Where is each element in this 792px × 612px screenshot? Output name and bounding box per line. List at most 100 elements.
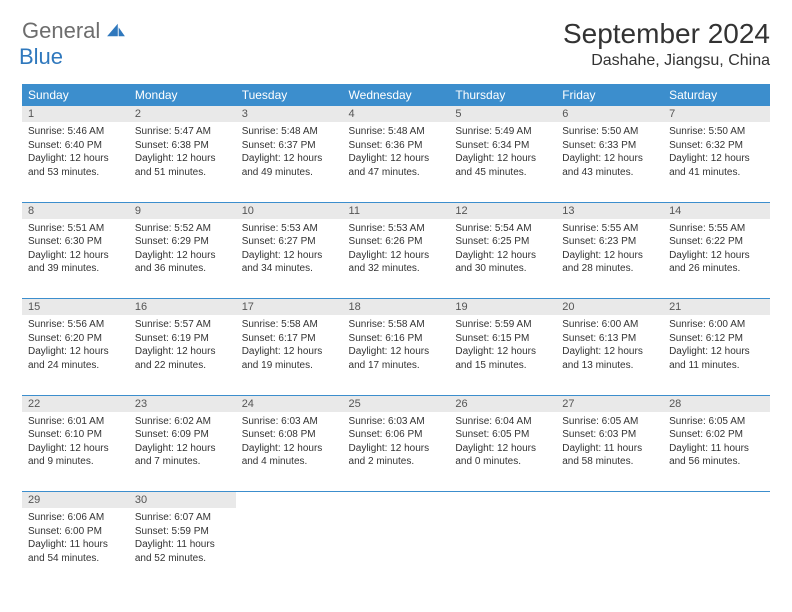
sunrise-text: Sunrise: 5:47 AM: [135, 125, 230, 139]
daylight-text: Daylight: 12 hours: [28, 249, 123, 263]
day-number: [449, 492, 556, 496]
day-cell: Sunrise: 6:00 AMSunset: 6:13 PMDaylight:…: [556, 315, 663, 395]
day-number: 29: [22, 492, 129, 508]
sunset-text: Sunset: 6:32 PM: [669, 139, 764, 153]
day-cell: Sunrise: 6:05 AMSunset: 6:03 PMDaylight:…: [556, 412, 663, 492]
weekday-header: Sunday: [22, 84, 129, 106]
daylight-text: and 56 minutes.: [669, 455, 764, 469]
day-cell: Sunrise: 6:02 AMSunset: 6:09 PMDaylight:…: [129, 412, 236, 492]
day-cell: Sunrise: 5:55 AMSunset: 6:23 PMDaylight:…: [556, 219, 663, 299]
daylight-text: Daylight: 12 hours: [562, 345, 657, 359]
sunset-text: Sunset: 6:26 PM: [349, 235, 444, 249]
day-number: 3: [236, 106, 343, 122]
day-number: 27: [556, 396, 663, 412]
sunset-text: Sunset: 6:16 PM: [349, 332, 444, 346]
week-row: Sunrise: 6:01 AMSunset: 6:10 PMDaylight:…: [22, 412, 770, 492]
day-number: 5: [449, 106, 556, 122]
day-cell: Sunrise: 6:05 AMSunset: 6:02 PMDaylight:…: [663, 412, 770, 492]
daylight-text: and 4 minutes.: [242, 455, 337, 469]
daylight-text: Daylight: 12 hours: [562, 152, 657, 166]
sunrise-text: Sunrise: 5:59 AM: [455, 318, 550, 332]
sunrise-text: Sunrise: 6:05 AM: [562, 415, 657, 429]
sunrise-text: Sunrise: 5:53 AM: [349, 222, 444, 236]
daylight-text: and 41 minutes.: [669, 166, 764, 180]
daylight-text: and 45 minutes.: [455, 166, 550, 180]
week-row: Sunrise: 5:46 AMSunset: 6:40 PMDaylight:…: [22, 122, 770, 202]
daylight-text: Daylight: 12 hours: [28, 442, 123, 456]
sunrise-text: Sunrise: 5:55 AM: [562, 222, 657, 236]
daylight-text: and 22 minutes.: [135, 359, 230, 373]
day-cell: Sunrise: 6:00 AMSunset: 6:12 PMDaylight:…: [663, 315, 770, 395]
day-details: Sunrise: 6:05 AMSunset: 6:03 PMDaylight:…: [556, 412, 663, 475]
sunrise-text: Sunrise: 6:01 AM: [28, 415, 123, 429]
day-cell: [343, 508, 450, 588]
daylight-text: and 36 minutes.: [135, 262, 230, 276]
daylight-text: Daylight: 12 hours: [455, 249, 550, 263]
sunset-text: Sunset: 6:06 PM: [349, 428, 444, 442]
daylight-text: and 26 minutes.: [669, 262, 764, 276]
daylight-text: and 51 minutes.: [135, 166, 230, 180]
day-cell: Sunrise: 5:53 AMSunset: 6:26 PMDaylight:…: [343, 219, 450, 299]
day-details: Sunrise: 6:06 AMSunset: 6:00 PMDaylight:…: [22, 508, 129, 571]
day-cell: Sunrise: 5:59 AMSunset: 6:15 PMDaylight:…: [449, 315, 556, 395]
sunrise-text: Sunrise: 6:05 AM: [669, 415, 764, 429]
day-number: 20: [556, 299, 663, 315]
day-cell: Sunrise: 6:04 AMSunset: 6:05 PMDaylight:…: [449, 412, 556, 492]
day-number: 8: [22, 203, 129, 219]
day-cell: [663, 508, 770, 588]
sunset-text: Sunset: 6:29 PM: [135, 235, 230, 249]
day-number: [663, 492, 770, 496]
daylight-text: Daylight: 12 hours: [242, 442, 337, 456]
day-number: 11: [343, 203, 450, 219]
day-details: Sunrise: 6:07 AMSunset: 5:59 PMDaylight:…: [129, 508, 236, 571]
daylight-text: Daylight: 12 hours: [135, 249, 230, 263]
weekday-header: Wednesday: [343, 84, 450, 106]
day-cell: Sunrise: 6:07 AMSunset: 5:59 PMDaylight:…: [129, 508, 236, 588]
day-details: Sunrise: 5:53 AMSunset: 6:27 PMDaylight:…: [236, 219, 343, 282]
day-number: 22: [22, 396, 129, 412]
day-details: Sunrise: 5:55 AMSunset: 6:22 PMDaylight:…: [663, 219, 770, 282]
week-row: Sunrise: 6:06 AMSunset: 6:00 PMDaylight:…: [22, 508, 770, 588]
day-details: Sunrise: 5:59 AMSunset: 6:15 PMDaylight:…: [449, 315, 556, 378]
sunset-text: Sunset: 6:33 PM: [562, 139, 657, 153]
daylight-text: Daylight: 12 hours: [455, 152, 550, 166]
day-cell: [449, 508, 556, 588]
daylight-text: Daylight: 12 hours: [349, 249, 444, 263]
daylight-text: and 15 minutes.: [455, 359, 550, 373]
sunset-text: Sunset: 6:30 PM: [28, 235, 123, 249]
daynum-row: 15161718192021: [22, 299, 770, 316]
day-details: Sunrise: 5:58 AMSunset: 6:17 PMDaylight:…: [236, 315, 343, 378]
sunrise-text: Sunrise: 6:06 AM: [28, 511, 123, 525]
daylight-text: and 30 minutes.: [455, 262, 550, 276]
daylight-text: and 58 minutes.: [562, 455, 657, 469]
day-cell: [556, 508, 663, 588]
day-number: 24: [236, 396, 343, 412]
day-number: 19: [449, 299, 556, 315]
sunset-text: Sunset: 6:27 PM: [242, 235, 337, 249]
day-cell: Sunrise: 5:46 AMSunset: 6:40 PMDaylight:…: [22, 122, 129, 202]
daylight-text: and 32 minutes.: [349, 262, 444, 276]
daylight-text: and 11 minutes.: [669, 359, 764, 373]
sunset-text: Sunset: 6:13 PM: [562, 332, 657, 346]
sunrise-text: Sunrise: 5:58 AM: [242, 318, 337, 332]
day-cell: Sunrise: 5:56 AMSunset: 6:20 PMDaylight:…: [22, 315, 129, 395]
day-number: 17: [236, 299, 343, 315]
day-details: Sunrise: 5:46 AMSunset: 6:40 PMDaylight:…: [22, 122, 129, 185]
daylight-text: and 0 minutes.: [455, 455, 550, 469]
sunset-text: Sunset: 6:38 PM: [135, 139, 230, 153]
day-number: [343, 492, 450, 496]
sunrise-text: Sunrise: 5:52 AM: [135, 222, 230, 236]
sunrise-text: Sunrise: 5:56 AM: [28, 318, 123, 332]
daylight-text: Daylight: 12 hours: [349, 152, 444, 166]
day-details: Sunrise: 5:52 AMSunset: 6:29 PMDaylight:…: [129, 219, 236, 282]
sunset-text: Sunset: 6:40 PM: [28, 139, 123, 153]
daynum-row: 1234567: [22, 106, 770, 122]
day-details: Sunrise: 6:00 AMSunset: 6:12 PMDaylight:…: [663, 315, 770, 378]
daylight-text: and 7 minutes.: [135, 455, 230, 469]
daylight-text: Daylight: 12 hours: [669, 152, 764, 166]
daylight-text: and 13 minutes.: [562, 359, 657, 373]
day-details: Sunrise: 6:03 AMSunset: 6:06 PMDaylight:…: [343, 412, 450, 475]
sunrise-text: Sunrise: 5:50 AM: [669, 125, 764, 139]
daylight-text: Daylight: 12 hours: [28, 345, 123, 359]
daylight-text: Daylight: 11 hours: [562, 442, 657, 456]
